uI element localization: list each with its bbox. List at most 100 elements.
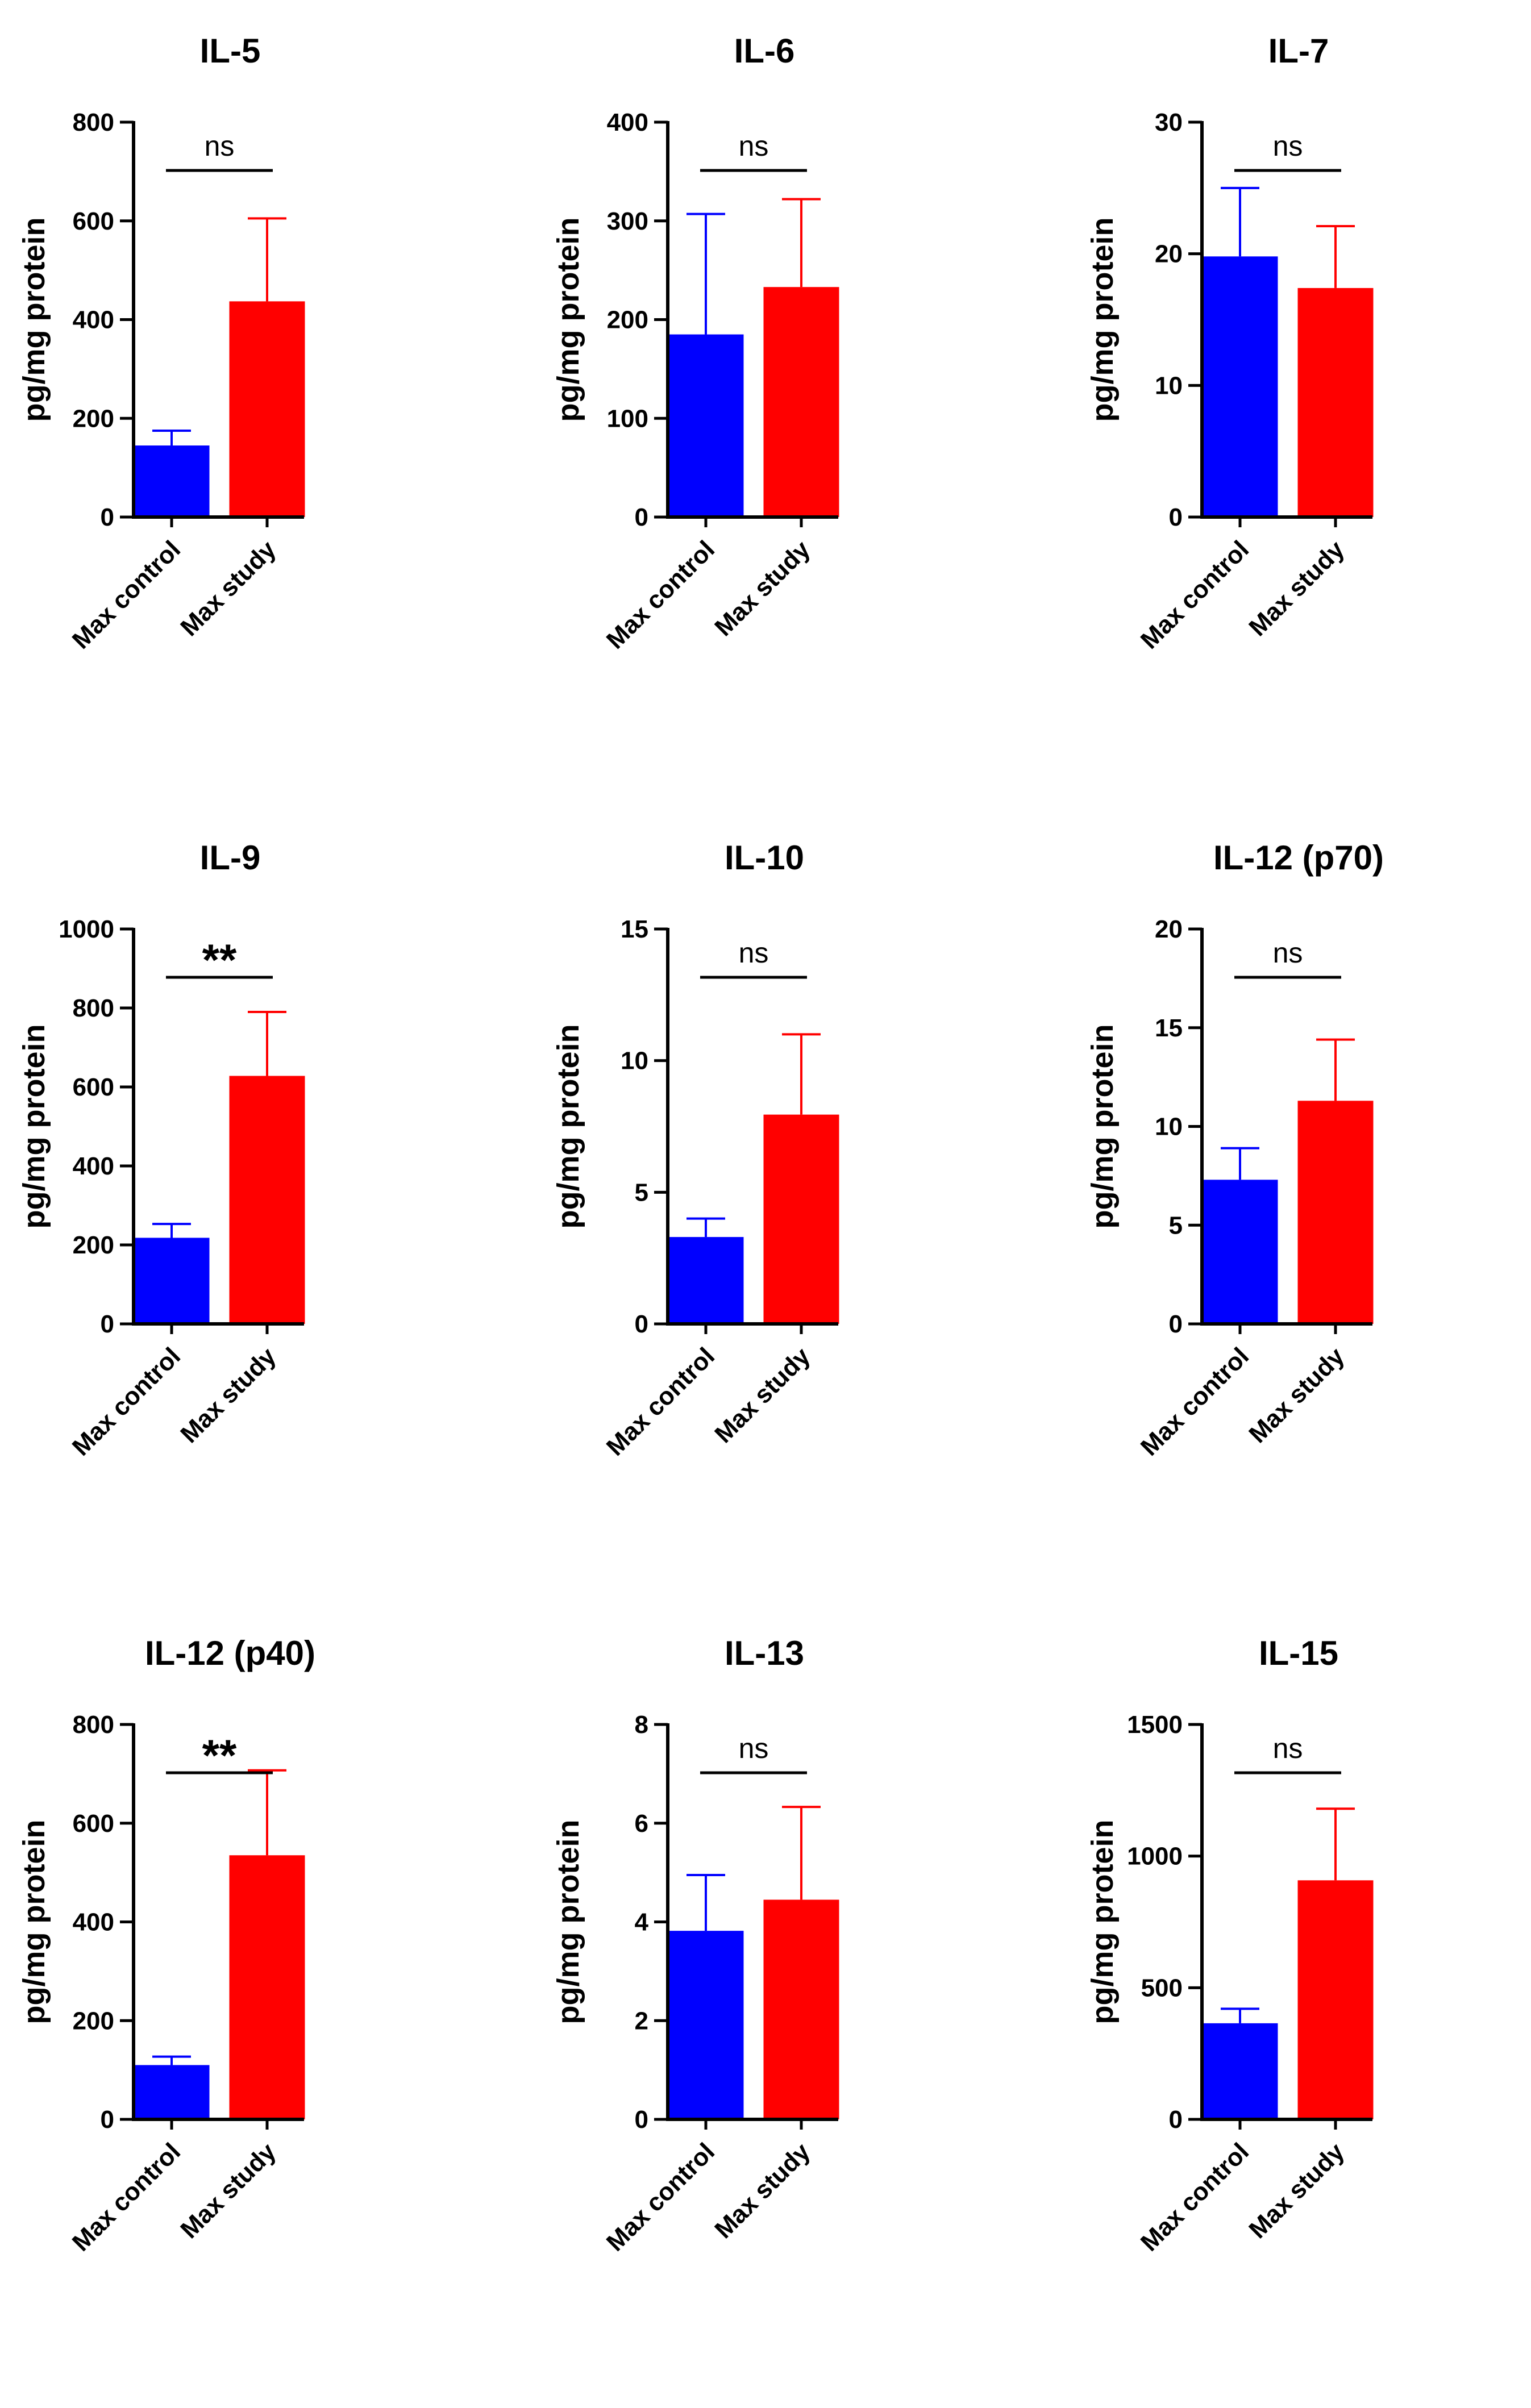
significance-label: ** (202, 1730, 237, 1780)
chart-title: IL-7 (1268, 32, 1329, 70)
bar-max-control (1202, 256, 1278, 517)
bar-max-study (229, 1076, 305, 1324)
y-tick-label: 600 (73, 207, 114, 235)
y-axis-label: pg/mg protein (1085, 218, 1120, 422)
y-tick-label: 2 (635, 2007, 648, 2035)
bar-max-study (763, 287, 839, 517)
y-tick-label: 800 (73, 1711, 114, 1739)
x-category-label: Max study (1243, 2138, 1350, 2244)
y-axis-label: pg/mg protein (1085, 1024, 1120, 1229)
y-axis-label: pg/mg protein (551, 218, 585, 422)
y-tick-label: 20 (1155, 240, 1183, 268)
bar-max-study (1297, 288, 1374, 517)
y-tick-label: 15 (621, 915, 648, 943)
bar-max-study (229, 301, 305, 517)
bar-max-control (134, 445, 210, 517)
y-axis-label: pg/mg protein (17, 218, 51, 422)
y-tick-label: 4 (635, 1909, 649, 1936)
y-tick-label: 100 (607, 405, 648, 432)
x-category-label: Max study (175, 2138, 281, 2244)
y-axis-label: pg/mg protein (551, 1820, 585, 2024)
bar-max-study (1297, 1880, 1374, 2119)
y-tick-label: 0 (1169, 503, 1183, 531)
y-tick-label: 400 (73, 1909, 114, 1936)
x-category-label: Max control (1135, 535, 1254, 654)
bar-max-control (1202, 1180, 1278, 1324)
y-tick-label: 200 (607, 306, 648, 334)
y-tick-label: 200 (73, 2007, 114, 2035)
y-tick-label: 1000 (59, 915, 114, 943)
chart-panel: IL-12 (p70) pg/mg protein Max control Max s… (1068, 807, 1529, 1602)
y-tick-label: 10 (1155, 1113, 1183, 1141)
y-tick-label: 0 (635, 1310, 648, 1338)
chart-panel: IL-12 (p40) pg/mg protein Max control Max s… (0, 1602, 460, 2398)
y-tick-label: 400 (73, 1152, 114, 1180)
x-category-label: Max control (67, 1342, 186, 1461)
y-tick-label: 400 (73, 306, 114, 334)
significance-label: ns (739, 130, 769, 162)
chart-title: IL-13 (725, 1634, 804, 1672)
y-tick-label: 600 (73, 1810, 114, 1838)
chart-title: IL-9 (200, 839, 261, 877)
x-category-label: Max control (67, 535, 186, 654)
y-axis-label: pg/mg protein (17, 1024, 51, 1229)
bar-max-control (134, 2065, 210, 2119)
y-axis-label: pg/mg protein (1085, 1820, 1120, 2024)
y-axis-label: pg/mg protein (551, 1024, 585, 1229)
x-category-label: Max control (601, 2138, 720, 2256)
y-tick-label: 20 (1155, 915, 1183, 943)
x-category-label: Max study (709, 1342, 816, 1448)
chart-title: IL-5 (200, 32, 261, 70)
significance-label: ns (739, 937, 769, 969)
y-tick-label: 8 (635, 1711, 648, 1739)
bar-max-control (1202, 2023, 1278, 2119)
significance-label: ns (205, 130, 235, 162)
x-category-label: Max study (709, 2138, 816, 2244)
y-tick-label: 800 (73, 109, 114, 136)
y-tick-label: 300 (607, 207, 648, 235)
y-tick-label: 10 (621, 1047, 648, 1075)
y-axis-label: pg/mg protein (17, 1820, 51, 2024)
x-category-label: Max study (1243, 535, 1350, 641)
chart-title: IL-12 (p40) (145, 1634, 315, 1672)
y-tick-label: 5 (635, 1178, 648, 1206)
x-category-label: Max study (709, 535, 816, 641)
y-tick-label: 0 (101, 1310, 114, 1338)
chart-panel: IL-5 pg/mg protein Max control Max study 0 20… (0, 0, 460, 795)
significance-label: ns (1273, 1732, 1303, 1764)
significance-label: ** (202, 935, 237, 985)
bar-max-study (763, 1899, 839, 2119)
chart-title: IL-15 (1259, 1634, 1338, 1672)
x-category-label: Max study (175, 1342, 281, 1448)
chart-title: IL-12 (p70) (1213, 839, 1384, 877)
chart-panel: IL-15 pg/mg protein Max control Max study 0 5… (1068, 1602, 1529, 2398)
significance-label: ns (739, 1732, 769, 1764)
y-tick-label: 800 (73, 994, 114, 1022)
significance-label: ns (1273, 937, 1303, 969)
y-tick-label: 500 (1141, 1974, 1183, 2002)
x-category-label: Max study (1243, 1342, 1350, 1448)
bar-max-control (668, 1931, 744, 2119)
y-tick-label: 400 (607, 109, 648, 136)
x-category-label: Max control (1135, 1342, 1254, 1461)
chart-title: IL-6 (734, 32, 795, 70)
x-category-label: Max control (1135, 2138, 1254, 2256)
y-tick-label: 15 (1155, 1014, 1183, 1042)
y-tick-label: 0 (101, 2106, 114, 2134)
y-tick-label: 200 (73, 405, 114, 432)
y-tick-label: 1500 (1127, 1711, 1183, 1739)
x-category-label: Max control (601, 1342, 720, 1461)
x-category-label: Max control (67, 2138, 186, 2256)
y-tick-label: 0 (635, 2106, 648, 2134)
chart-panel: IL-9 pg/mg protein Max control Max study 0 20… (0, 807, 460, 1602)
bar-max-study (763, 1114, 839, 1324)
y-tick-label: 0 (1169, 2106, 1183, 2134)
y-tick-label: 0 (101, 503, 114, 531)
y-tick-label: 6 (635, 1810, 648, 1838)
chart-title: IL-10 (725, 839, 804, 877)
